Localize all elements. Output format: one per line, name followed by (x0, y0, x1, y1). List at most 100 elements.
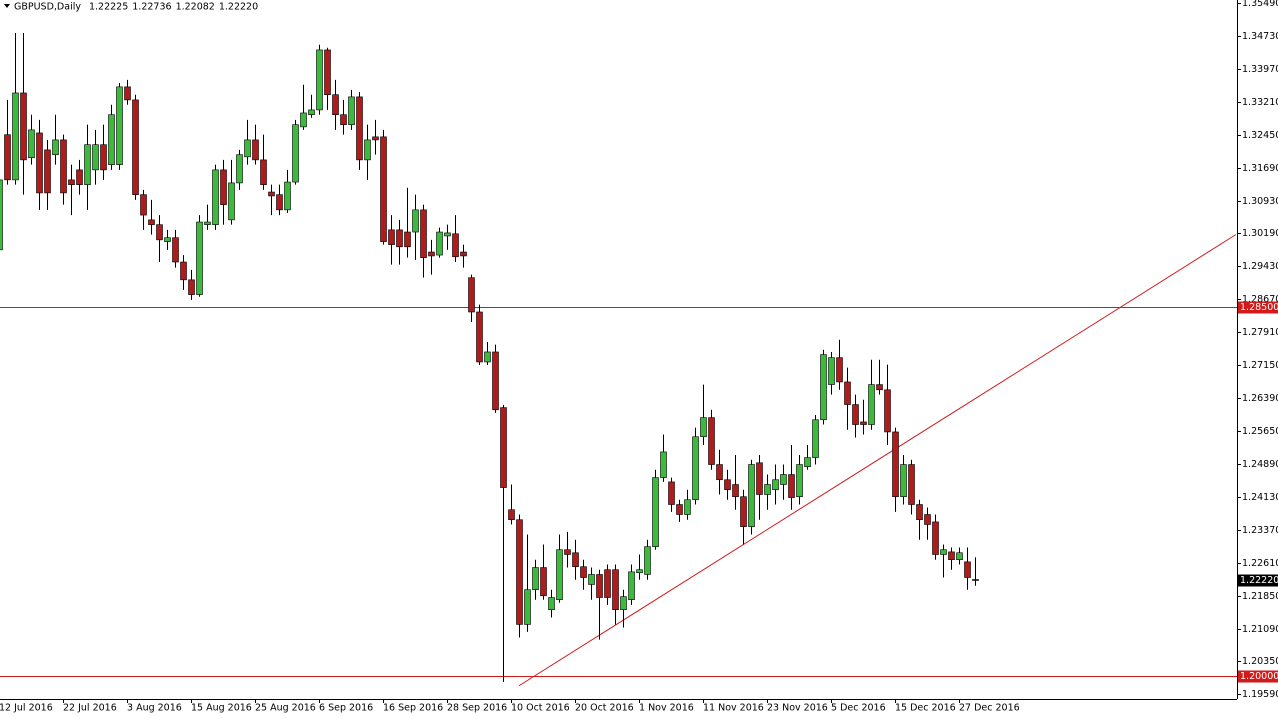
menu-triangle[interactable] (4, 4, 10, 8)
candle-body (0, 179, 3, 251)
candle-body (788, 474, 795, 498)
header: GBPUSD,Daily 1.22225 1.22736 1.22082 1.22220 (14, 2, 258, 13)
candle-body (292, 124, 299, 183)
candle-body (660, 451, 667, 478)
candle-body (20, 92, 27, 161)
x-tick-label: 28 Sep 2016 (447, 703, 507, 714)
candle-body (388, 229, 395, 245)
candle-body (252, 139, 259, 161)
candle-body (404, 231, 411, 248)
y-tick-label: 1.35490 (1242, 0, 1278, 9)
candle-body (412, 209, 419, 233)
candle-body (484, 351, 491, 363)
candle-body (92, 144, 99, 171)
candle-body (836, 357, 843, 383)
candle-body (308, 109, 315, 115)
x-tick-label: 1 Nov 2016 (639, 703, 694, 714)
y-tick-label: 1.27910 (1242, 327, 1278, 338)
ohlc-value: 1.22082 (176, 2, 215, 13)
y-tick-label: 1.33210 (1242, 97, 1278, 108)
candle-body (620, 596, 627, 610)
y-tick-label: 1.30190 (1242, 228, 1278, 239)
candle-body (916, 504, 923, 521)
candle-body (924, 514, 931, 525)
candle-body (420, 209, 427, 258)
trend-line (518, 234, 1237, 687)
candle-body (580, 566, 587, 578)
candle-body (964, 561, 971, 578)
candle-body (604, 569, 611, 598)
y-tick-label: 1.31690 (1242, 163, 1278, 174)
candle-body (476, 311, 483, 363)
candle-body (468, 277, 475, 313)
candle-body (44, 149, 51, 194)
level-label: 1.20000 (1240, 671, 1278, 682)
candle-body (76, 169, 83, 185)
candle-body (12, 92, 19, 181)
candle-body (812, 419, 819, 458)
candle-body (596, 574, 603, 598)
candle-body (668, 481, 675, 505)
candle-body (492, 351, 499, 411)
candle-body (116, 86, 123, 165)
candle-body (948, 551, 955, 561)
candle-body (84, 144, 91, 185)
y-tick-label: 1.21850 (1242, 591, 1278, 602)
x-tick-label: 16 Sep 2016 (383, 703, 443, 714)
y-tick-label: 1.21090 (1242, 624, 1278, 635)
candle-body (532, 567, 539, 590)
candle-body (636, 569, 643, 574)
level-label-box (1238, 301, 1278, 314)
candle-body (972, 579, 979, 581)
candle-body (4, 134, 11, 181)
candle-body (220, 169, 227, 205)
x-tick-label: 27 Dec 2016 (959, 703, 1020, 714)
candle-body (844, 381, 851, 405)
current-price-label: 1.22220 (1240, 575, 1278, 586)
candle-body (900, 464, 907, 497)
candle-body (452, 233, 459, 258)
plot-area (0, 32, 1237, 687)
x-tick-label: 22 Jul 2016 (63, 703, 117, 714)
candle-body (868, 384, 875, 425)
candle-body (348, 96, 355, 125)
x-tick-label: 11 Nov 2016 (703, 703, 764, 714)
candle-body (708, 417, 715, 465)
candle-body (548, 597, 555, 610)
candle-body (940, 549, 947, 555)
x-tick-label: 12 Jul 2016 (0, 703, 53, 714)
y-tick-label: 1.25650 (1242, 426, 1278, 437)
level-label-box (1238, 670, 1278, 683)
x-tick-label: 3 Aug 2016 (127, 703, 182, 714)
candle-body (796, 464, 803, 497)
candle-body (516, 519, 523, 625)
candle-body (764, 484, 771, 495)
y-tick-label: 1.34730 (1242, 31, 1278, 42)
candle-body (860, 421, 867, 425)
y-tick-label: 1.32450 (1242, 130, 1278, 141)
y-tick-label: 1.33970 (1242, 64, 1278, 75)
candle-body (180, 261, 187, 281)
candle-body (100, 144, 107, 171)
y-tick-label: 1.30930 (1242, 196, 1278, 207)
candle-body (612, 569, 619, 610)
candle-body (300, 112, 307, 128)
candle-body (740, 496, 747, 527)
ohlc-value: 1.22736 (132, 2, 171, 13)
candle-body (908, 464, 915, 505)
candle-body (204, 221, 211, 225)
y-tick-label: 1.24890 (1242, 459, 1278, 470)
candle-body (244, 139, 251, 158)
candle-body (284, 181, 291, 211)
candle-body (156, 224, 163, 241)
y-tick-label: 1.23370 (1242, 525, 1278, 536)
x-tick-label: 25 Aug 2016 (255, 703, 316, 714)
candle-body (820, 354, 827, 421)
candle-body (716, 464, 723, 481)
candle-body (892, 431, 899, 497)
candle-body (700, 417, 707, 438)
y-tick-label: 1.22610 (1242, 558, 1278, 569)
